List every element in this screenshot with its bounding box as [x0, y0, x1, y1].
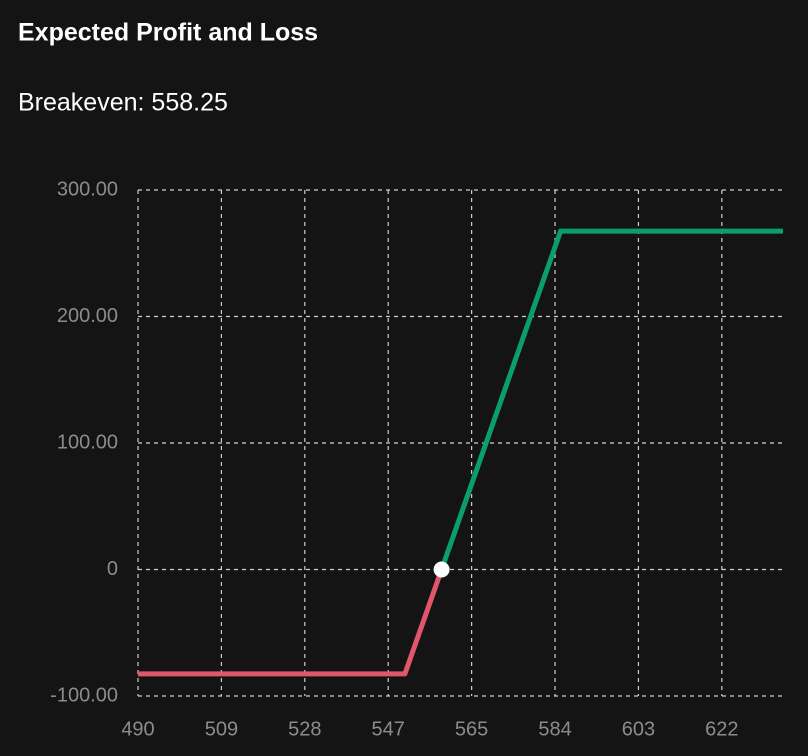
x-tick-label: 584 [538, 718, 571, 740]
breakeven-point [433, 561, 450, 578]
pnl-line [138, 568, 444, 677]
y-tick-label: 0 [107, 558, 118, 580]
x-tick-label: 547 [372, 718, 405, 740]
x-tick-label: 565 [455, 718, 488, 740]
x-tick-label: 603 [622, 718, 655, 740]
y-tick-label: -100.00 [50, 684, 118, 706]
y-tick-label: 100.00 [57, 431, 118, 453]
x-tick-label: 490 [121, 718, 154, 740]
x-tick-label: 528 [288, 718, 321, 740]
chart-title: Expected Profit and Loss [18, 19, 318, 47]
x-tick-label: 622 [705, 718, 738, 740]
x-tick-label: 509 [205, 718, 238, 740]
y-tick-label: 300.00 [57, 178, 118, 200]
y-tick-label: 200.00 [57, 305, 118, 327]
pnl-line [439, 228, 783, 571]
chart-subtitle: Breakeven: 558.25 [18, 89, 228, 117]
